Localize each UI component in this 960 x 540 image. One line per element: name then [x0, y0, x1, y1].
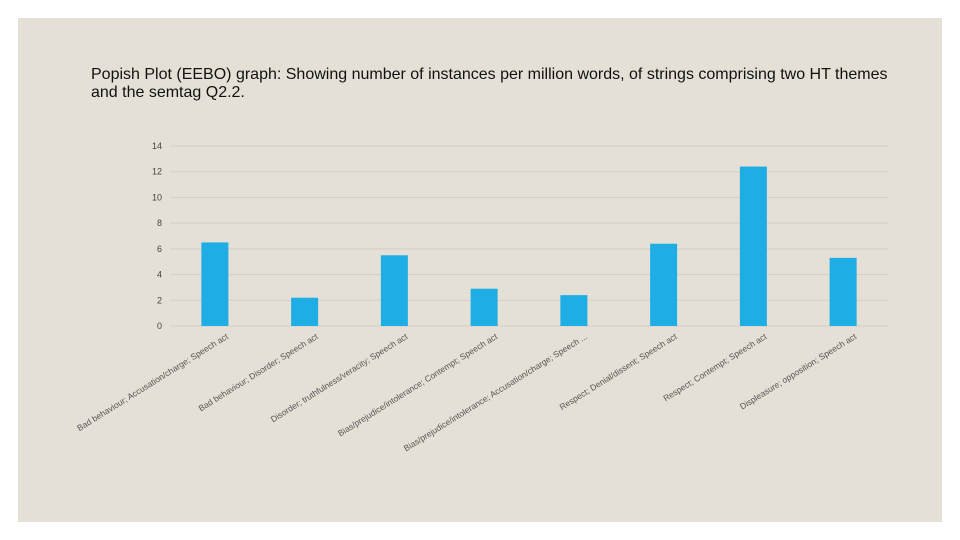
- bars: [201, 166, 857, 326]
- x-category-label: Respect; Contempt; Speech act: [661, 331, 769, 403]
- y-axis-ticks: 0 2 4 6 8 10 12 14: [152, 141, 162, 331]
- y-tick-label: 10: [152, 192, 162, 202]
- chart-title: Popish Plot (EEBO) graph: Showing number…: [91, 66, 888, 101]
- gridlines: [170, 145, 888, 327]
- bar: [201, 242, 229, 326]
- bar: [739, 166, 767, 326]
- bar: [560, 295, 588, 326]
- x-category-label: Disorder; truthfulness/veracity; Speech …: [269, 331, 410, 424]
- y-tick-label: 14: [152, 141, 162, 151]
- slide-background: [18, 18, 942, 522]
- bar: [380, 255, 408, 326]
- bar: [650, 243, 678, 326]
- bar: [291, 297, 319, 326]
- x-category-label: Bias/prejudice/intolerance; Accusation/c…: [402, 331, 589, 453]
- x-category-label: Bad behaviour; Accusation/charge; Speech…: [75, 331, 230, 433]
- x-axis-labels: Bad behaviour; Accusation/charge; Speech…: [75, 331, 859, 454]
- y-tick-label: 8: [157, 218, 162, 228]
- x-category-label: Bias/prejudice/intolerance; Contempt; Sp…: [336, 331, 500, 438]
- bar: [470, 288, 498, 326]
- bar: [829, 257, 857, 326]
- y-tick-label: 12: [152, 167, 162, 177]
- y-tick-label: 2: [157, 295, 162, 305]
- y-tick-label: 6: [157, 244, 162, 254]
- y-tick-label: 4: [157, 270, 162, 280]
- y-tick-label: 0: [157, 321, 162, 331]
